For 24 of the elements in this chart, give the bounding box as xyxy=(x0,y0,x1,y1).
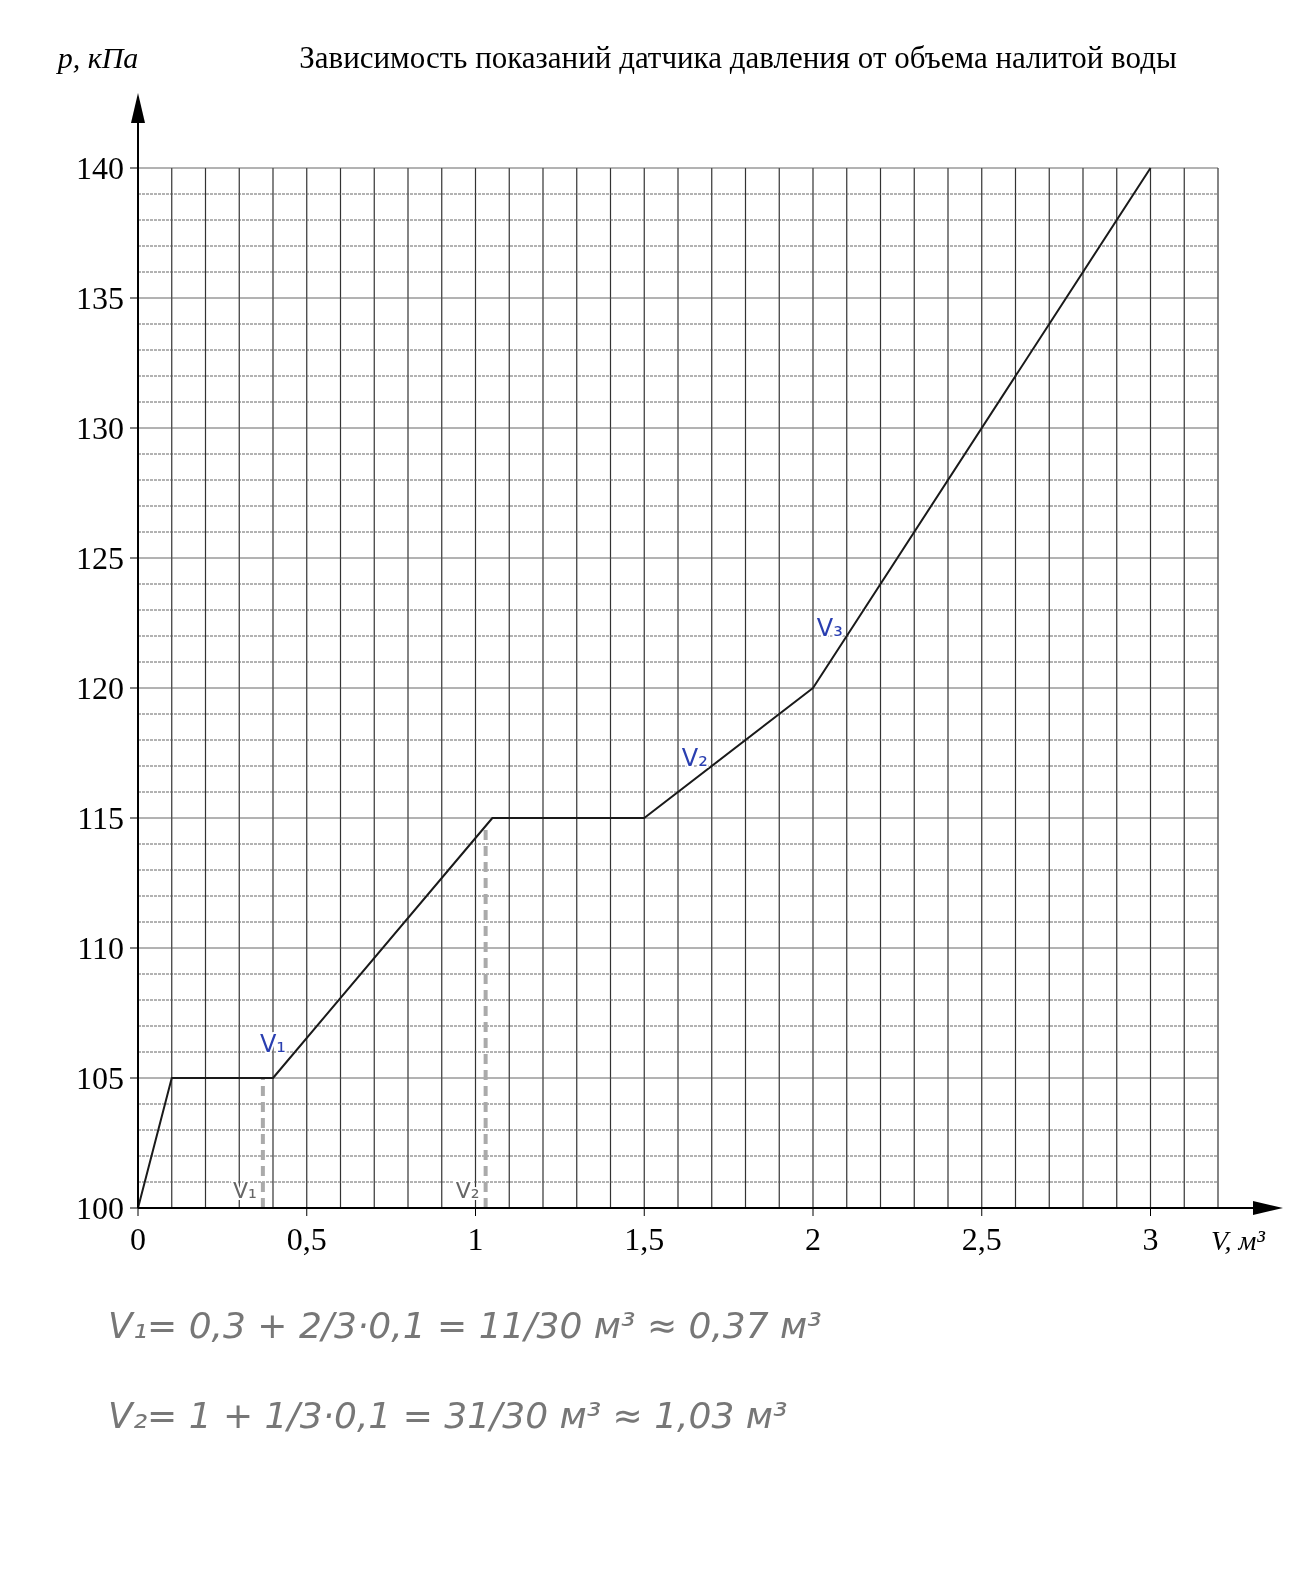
x-axis-title: V, м³ xyxy=(1211,1225,1266,1256)
y-tick-label: 140 xyxy=(76,150,124,187)
y-tick-label: 100 xyxy=(76,1190,124,1227)
y-tick-label: 105 xyxy=(76,1060,124,1097)
y-tick-label: 130 xyxy=(76,410,124,447)
x-tick-label: 1,5 xyxy=(624,1221,665,1257)
y-tick-label: 115 xyxy=(77,800,124,837)
y-tick-label: 135 xyxy=(76,280,124,317)
y-tick-label: 110 xyxy=(77,930,124,967)
x-tick-label: 3 xyxy=(1142,1221,1159,1257)
text: V₂= 1 + 1/3·0,1 = 31/30 м³ ≈ 1,03 м³ xyxy=(108,1395,788,1436)
x-tick-label: 2,5 xyxy=(961,1221,1002,1257)
x-tick-label: 2 xyxy=(805,1221,821,1257)
line-series xyxy=(137,167,1152,1209)
chart-title: Зависимость показаний датчика давления от объема налитой воды xyxy=(299,40,1177,75)
annotation: V₂ xyxy=(681,744,708,772)
x-tick-label: 0 xyxy=(130,1221,146,1257)
x-tick-label: 1 xyxy=(467,1221,484,1257)
text: V₁= 0,3 + 2/3·0,1 = 11/30 м³ ≈ 0,37 м³ xyxy=(108,1305,822,1346)
y-tick-label: 125 xyxy=(76,540,124,577)
annotation: V₃ xyxy=(816,614,843,642)
y-tick-label: 120 xyxy=(76,670,124,707)
x-tick-label: 0,5 xyxy=(286,1221,327,1257)
y-axis-title: p, кПа xyxy=(55,41,139,74)
